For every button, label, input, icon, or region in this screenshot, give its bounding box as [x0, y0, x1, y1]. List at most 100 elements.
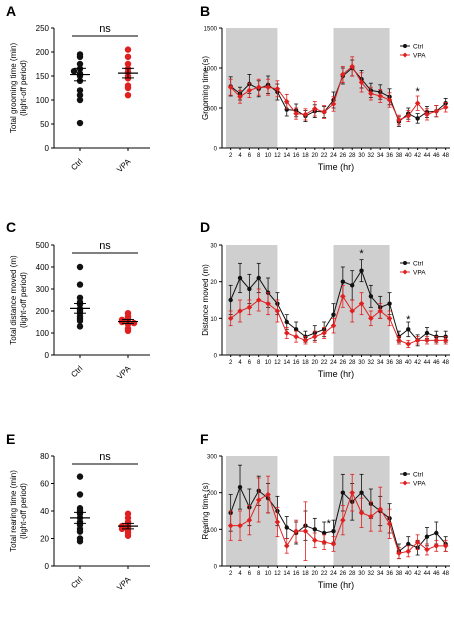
series-point — [358, 510, 365, 516]
y-tick-label: 80 — [40, 452, 49, 461]
x-tick-label: 8 — [257, 571, 261, 577]
y-tick-label: 250 — [36, 24, 50, 33]
x-tick-label: 24 — [330, 360, 337, 366]
panel-letter: F — [200, 431, 209, 447]
y-tick-label: 0 — [214, 565, 218, 571]
data-point — [76, 119, 84, 127]
panel-c — [51, 244, 150, 358]
data-point — [76, 96, 84, 104]
legend-label: Ctrl — [413, 44, 424, 51]
series-point — [349, 308, 355, 314]
data-point — [76, 317, 84, 325]
x-tick-label: VPA — [115, 575, 133, 593]
series-point — [349, 63, 355, 70]
x-tick-label: 32 — [368, 360, 375, 366]
x-tick-label: 44 — [424, 571, 431, 577]
x-tick-label: 16 — [293, 571, 300, 577]
data-point — [76, 473, 84, 480]
series-point — [414, 337, 421, 344]
series-point — [424, 546, 430, 553]
series-point — [246, 517, 253, 523]
x-tick-label: Ctrl — [69, 575, 84, 590]
panel-letter: E — [6, 431, 15, 447]
x-tick-label: 4 — [238, 153, 242, 159]
y-tick-label: 500 — [36, 241, 50, 250]
x-tick-label: 24 — [330, 153, 337, 159]
x-tick-label: 18 — [302, 153, 309, 159]
series-point — [442, 104, 449, 110]
x-tick-label: Ctrl — [69, 157, 84, 172]
significance-star: * — [359, 248, 364, 260]
series-point — [349, 283, 355, 288]
series-point — [293, 333, 299, 340]
series-point — [377, 308, 384, 314]
series-point — [415, 116, 420, 121]
series-point — [237, 94, 243, 100]
y-axis-label: Total distance moved (m) — [9, 255, 18, 345]
series-point — [396, 337, 402, 344]
series-point — [377, 506, 384, 512]
panel-f — [219, 455, 450, 568]
series-point — [340, 279, 346, 284]
legend-marker — [403, 44, 407, 48]
data-point — [76, 87, 84, 94]
x-tick-label: VPA — [115, 364, 133, 382]
data-point — [124, 46, 132, 53]
x-tick-label: 6 — [248, 571, 252, 577]
series-point — [330, 101, 337, 107]
x-tick-label: 26 — [339, 153, 346, 159]
y-tick-label: 200 — [36, 48, 50, 57]
series-point — [283, 98, 290, 105]
series-point — [424, 337, 430, 344]
x-tick-label: 28 — [349, 153, 356, 159]
x-tick-label: 48 — [442, 571, 449, 577]
series-point — [321, 530, 327, 536]
series-point — [396, 550, 402, 556]
series-point — [368, 315, 374, 322]
series-point — [340, 293, 346, 300]
y-tick-label: 20 — [210, 280, 217, 286]
y-tick-label: 10 — [210, 317, 217, 323]
y-tick-label: 1000 — [204, 67, 218, 73]
y-tick-label: 0 — [45, 144, 50, 153]
x-tick-label: 18 — [302, 571, 309, 577]
x-tick-label: 2 — [229, 571, 233, 577]
x-tick-label: 34 — [377, 571, 384, 577]
x-tick-label: 24 — [330, 571, 337, 577]
x-tick-label: 16 — [293, 153, 300, 159]
data-point — [124, 92, 132, 99]
series-point — [330, 322, 337, 329]
significance-label: ns — [99, 451, 111, 463]
x-tick-label: 20 — [311, 153, 318, 159]
legend-marker — [402, 52, 408, 58]
series-point — [312, 527, 317, 532]
series-point — [321, 539, 327, 545]
x-tick-label: 4 — [238, 360, 242, 366]
series-point — [359, 268, 364, 273]
series-point — [237, 484, 243, 490]
series-point — [433, 108, 440, 114]
x-tick-label: 8 — [257, 153, 261, 159]
series-point — [293, 528, 299, 534]
series-point — [359, 490, 364, 495]
series-point — [247, 286, 252, 292]
series-point — [228, 297, 233, 303]
x-tick-label: 40 — [405, 360, 412, 366]
panel-letter: D — [200, 219, 210, 235]
series-point — [321, 109, 327, 115]
series-point — [265, 84, 271, 90]
x-tick-label: 22 — [321, 360, 328, 366]
legend-marker — [402, 269, 408, 275]
y-tick-label: 100 — [207, 528, 218, 534]
x-tick-label: 10 — [265, 153, 272, 159]
y-axis-label: Rearing time (s) — [201, 482, 210, 539]
y-tick-label: 400 — [36, 263, 50, 272]
series-point — [368, 294, 374, 299]
series-point — [284, 525, 289, 530]
x-tick-label: 28 — [349, 571, 356, 577]
series-point — [424, 111, 430, 118]
y-tick-label: 0 — [45, 351, 50, 360]
y-tick-label: 200 — [36, 307, 50, 316]
series-point — [255, 297, 262, 303]
x-tick-label: 46 — [433, 360, 440, 366]
